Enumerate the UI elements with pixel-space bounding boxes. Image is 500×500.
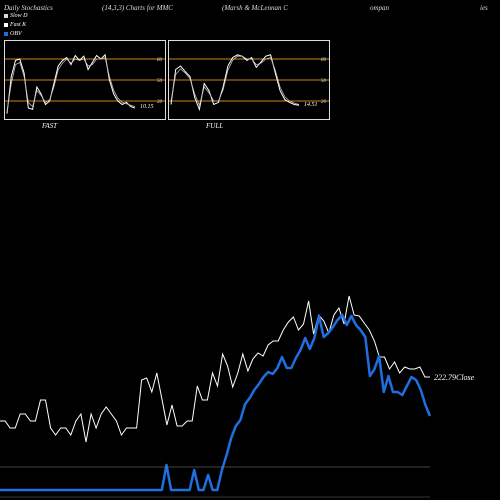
full-stochastic-panel: 20 50 80 (168, 40, 330, 120)
y-tick-label-50: 50 (321, 79, 327, 84)
stochastic-line-k (6, 53, 136, 114)
y-tick-label-20: 20 (157, 100, 163, 105)
legend-label-obv: OBV (10, 31, 22, 37)
legend-obv: OBV (4, 31, 22, 37)
company-name: (Marsh & McLennan C (222, 4, 288, 12)
company-name-rest: ompan (370, 4, 390, 12)
y-tick-label-20: 20 (321, 100, 327, 105)
y-tick-label-80: 80 (321, 58, 327, 63)
legend-swatch-fast-k (4, 22, 8, 27)
fast-stochastic-panel: 20 50 80 (4, 40, 166, 120)
full-stochastic-plot: 20 50 80 (169, 54, 329, 112)
legend-swatch-obv (4, 31, 8, 36)
legend-label-fast-k: Fast K (10, 22, 27, 28)
obv-line (0, 313, 432, 492)
stochastic-line-d (6, 57, 136, 112)
price-line (0, 295, 430, 443)
full-last-value: 14.51 (304, 102, 318, 108)
chart-title: Daily Stochastics (4, 4, 53, 12)
legend-swatch-slow-d (4, 13, 8, 18)
company-name-suffix: ies (480, 4, 488, 12)
chart-params: (14,3,3) Charts for MMC (102, 4, 173, 12)
y-tick-label-80: 80 (157, 58, 163, 63)
fast-stochastic-plot: 20 50 80 (5, 53, 165, 114)
legend-slow-d: Slow D (4, 13, 28, 19)
fast-last-value: 10.15 (140, 104, 154, 110)
legend-fast-k: Fast K (4, 22, 26, 28)
stochastic-line-d (170, 55, 300, 107)
close-price-label: 222.79Close (434, 373, 475, 382)
fast-panel-label: FAST (42, 122, 58, 130)
legend-label-slow-d: Slow D (10, 13, 28, 19)
y-tick-label-50: 50 (157, 79, 163, 84)
full-panel-label: FULL (206, 122, 224, 130)
